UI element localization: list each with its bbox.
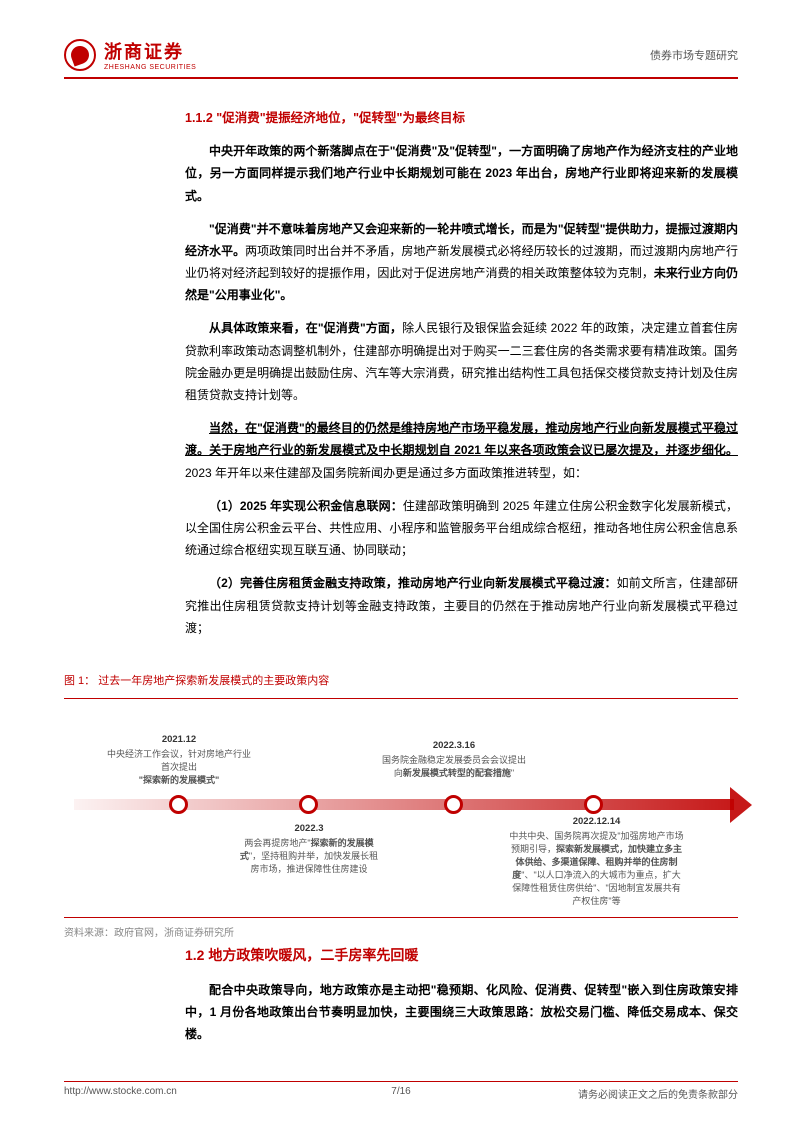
- logo-cn: 浙商证券: [104, 38, 196, 64]
- body-text: 2023 年开年以来住建部及国务院新闻办更是通过多方面政策推进转型，如：: [185, 466, 587, 480]
- timeline-bold: "探索新的发展模式": [139, 775, 220, 785]
- timeline-text: "，坚持租购并举，加快发展长租房市场，推进保障性住房建设: [249, 851, 378, 874]
- bold-text: （1）2025 年实现公积金信息联网：: [209, 499, 403, 513]
- timeline-text: "、"以人口净流入的大城市为重点，扩大保障性租赁住房供给"、"因地制宜发展共有产…: [512, 870, 680, 906]
- bold-text: 从具体政策来看，在"促消费"方面，: [209, 321, 402, 335]
- timeline-label: 2021.12 中央经济工作会议，针对房地产行业首次提出 "探索新的发展模式": [104, 733, 254, 787]
- paragraph: 中央开年政策的两个新落脚点在于"促消费"及"促转型"，一方面明确了房地产作为经济…: [185, 140, 738, 207]
- timeline-node: [169, 795, 188, 814]
- logo-en: ZHESHANG SECURITIES: [104, 64, 196, 71]
- timeline-label: 2022.3 两会再提房地产"探索新的发展模式"，坚持租购并举，加快发展长租房市…: [239, 822, 379, 876]
- timeline-date: 2021.12: [104, 733, 254, 747]
- timeline-date: 2022.3: [239, 822, 379, 836]
- bold-underline-text: 当然，在"促消费"的最终目的仍然是维持房地产市场平稳发展，推动房地产行业向新发展…: [185, 421, 738, 457]
- timeline-node: [584, 795, 603, 814]
- figure-1: 图 1： 过去一年房地产探索新发展模式的主要政策内容 2021.12 中央经济工…: [64, 672, 738, 939]
- section-1-2-content: 1.2 地方政策吹暖风，二手房率先回暖 配合中央政策导向，地方政策亦是主动把"稳…: [185, 925, 738, 1056]
- header-category: 债券市场专题研究: [650, 47, 738, 63]
- page-header: 浙商证券 ZHESHANG SECURITIES 债券市场专题研究: [64, 38, 738, 79]
- page-footer: http://www.stocke.com.cn 7/16 请务必阅读正文之后的…: [64, 1081, 738, 1101]
- paragraph: （1）2025 年实现公积金信息联网：住建部政策明确到 2025 年建立住房公积…: [185, 495, 738, 562]
- timeline-label: 2022.3.16 国务院金融稳定发展委员会会议提出向新发展模式转型的配套措施": [379, 739, 529, 780]
- timeline-date: 2022.3.16: [379, 739, 529, 753]
- timeline-date: 2022.12.14: [509, 815, 684, 829]
- paragraph: 从具体政策来看，在"促消费"方面，除人民银行及银保监会延续 2022 年的政策，…: [185, 317, 738, 406]
- timeline-node: [299, 795, 318, 814]
- paragraph: "促消费"并不意味着房地产又会迎来新的一轮井喷式增长，而是为"促转型"提供助力，…: [185, 218, 738, 307]
- bold-text: （2）完善住房租赁金融支持政策，推动房地产行业向新发展模式平稳过渡：: [209, 576, 617, 590]
- timeline-bold: 新发展模式转型的配套措施: [403, 768, 511, 778]
- footer-page: 7/16: [391, 1086, 410, 1097]
- footer-url: http://www.stocke.com.cn: [64, 1086, 177, 1101]
- timeline-node: [444, 795, 463, 814]
- paragraph: （2）完善住房租赁金融支持政策，推动房地产行业向新发展模式平稳过渡：如前文所言，…: [185, 572, 738, 639]
- footer-disclaimer: 请务必阅读正文之后的免责条款部分: [578, 1086, 738, 1101]
- timeline: 2021.12 中央经济工作会议，针对房地产行业首次提出 "探索新的发展模式" …: [64, 707, 738, 887]
- timeline-arrowhead-icon: [730, 787, 752, 823]
- paragraph: 当然，在"促消费"的最终目的仍然是维持房地产市场平稳发展，推动房地产行业向新发展…: [185, 417, 738, 484]
- logo-icon: [64, 39, 96, 71]
- timeline-text: 中央经济工作会议，针对房地产行业首次提出: [107, 749, 251, 772]
- section-1-1-2-title: 1.1.2 "促消费"提振经济地位，"促转型"为最终目标: [185, 107, 738, 130]
- timeline-text: 两会再提房地产": [244, 838, 310, 848]
- paragraph: 配合中央政策导向，地方政策亦是主动把"稳预期、化风险、促消费、促转型"嵌入到住房…: [185, 979, 738, 1046]
- timeline-label: 2022.12.14 中共中央、国务院再次提及"加强房地产市场预期引导，探索新发…: [509, 815, 684, 908]
- figure-caption: 图 1： 过去一年房地产探索新发展模式的主要政策内容: [64, 672, 738, 688]
- section-1-2-title: 1.2 地方政策吹暖风，二手房率先回暖: [185, 943, 738, 969]
- timeline-text: ": [511, 768, 514, 778]
- main-content: 1.1.2 "促消费"提振经济地位，"促转型"为最终目标 中央开年政策的两个新落…: [185, 105, 738, 650]
- logo-block: 浙商证券 ZHESHANG SECURITIES: [64, 38, 196, 71]
